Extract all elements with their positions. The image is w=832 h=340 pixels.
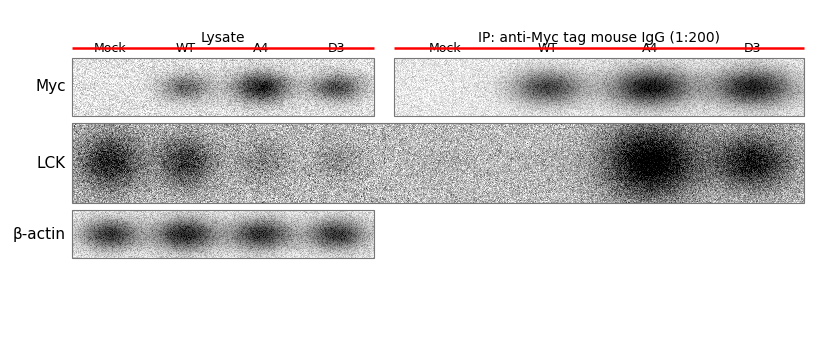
Text: Lysate: Lysate (201, 31, 245, 45)
Text: A4: A4 (253, 42, 269, 55)
Text: LCK: LCK (37, 155, 66, 170)
Text: WT: WT (176, 42, 196, 55)
Bar (72, 210, 374, 258)
Bar (72, 123, 804, 203)
Text: D3: D3 (744, 42, 761, 55)
Text: Mock: Mock (429, 42, 462, 55)
Text: Mock: Mock (93, 42, 126, 55)
Text: β-actin: β-actin (13, 226, 66, 241)
Text: A4: A4 (642, 42, 658, 55)
Text: IP: anti-Myc tag mouse IgG (1:200): IP: anti-Myc tag mouse IgG (1:200) (478, 31, 720, 45)
Text: Myc: Myc (36, 80, 66, 95)
Bar (394, 58, 804, 116)
Bar (72, 58, 374, 116)
Text: D3: D3 (328, 42, 345, 55)
Text: WT: WT (537, 42, 557, 55)
